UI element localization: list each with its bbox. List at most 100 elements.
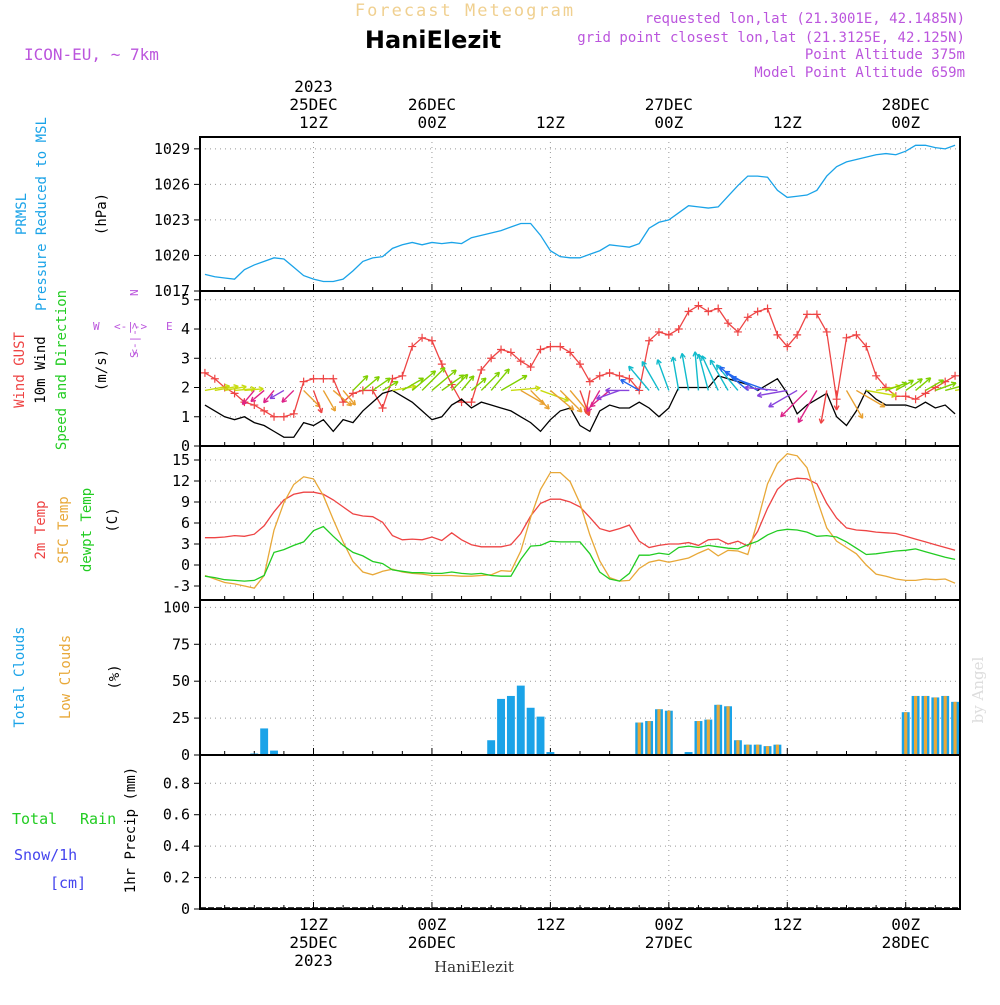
temp-sfc-label: SFC Temp <box>56 496 72 563</box>
wind-arrow-head <box>963 383 968 388</box>
wind-arrow <box>501 376 527 391</box>
cloud-panel-labels: Total Clouds Low Clouds (%) <box>12 626 123 727</box>
bottom-time-label: 26DEC <box>408 933 456 952</box>
gust-marker <box>714 305 722 313</box>
total-cloud-bar <box>527 708 535 754</box>
precip-unit: 1hr Precip (mm) <box>123 767 139 893</box>
gust-marker <box>921 389 929 397</box>
low-cloud-bar <box>934 697 937 754</box>
bottom-time-label: 00Z <box>417 915 446 934</box>
wind-arrow <box>757 390 787 395</box>
y-tick-label: 0 <box>181 900 190 918</box>
wind-arrow-head <box>974 385 979 390</box>
wind-unit: (m/s) <box>94 349 110 391</box>
y-tick-label: 9 <box>181 493 190 511</box>
cloud-unit: (%) <box>107 664 123 689</box>
total-cloud-bar <box>260 728 268 754</box>
wind-arrow <box>541 390 569 400</box>
gust-marker <box>527 363 535 371</box>
watermark: by Angel <box>969 656 987 723</box>
precip-panel-labels: Total Rain Snow/1h [cm] 1hr Precip (mm) <box>12 767 139 893</box>
gust-marker <box>438 360 446 368</box>
y-tick-label: 4 <box>181 320 190 338</box>
wind-dir-label: Speed and Direction <box>54 290 70 450</box>
rain-total-label: Total <box>12 810 57 828</box>
y-tick-label: 3 <box>181 535 190 553</box>
bottom-time-label: 12Z <box>773 915 802 934</box>
y-tick-label: 75 <box>172 635 190 653</box>
temp-unit: (C) <box>105 507 121 532</box>
temp-2m-label: 2m Temp <box>33 500 49 559</box>
precipitation-panel: 00.20.40.60.8 <box>163 755 960 918</box>
top-time-label: 12Z <box>299 113 328 132</box>
gust-marker <box>300 378 308 386</box>
point-altitude: Point Altitude 375m <box>805 47 965 63</box>
gust-marker <box>329 375 337 383</box>
snow-cm-label: [cm] <box>50 874 86 892</box>
y-tick-label: 6 <box>181 514 190 532</box>
gust-marker <box>250 401 258 409</box>
top-time-label: 00Z <box>891 113 920 132</box>
pressure-content <box>205 145 955 281</box>
compass-e: E <box>166 320 173 333</box>
gust-marker <box>379 404 387 412</box>
low-cloud-bar <box>924 696 927 754</box>
top-time-label: 00Z <box>417 113 446 132</box>
y-tick-label: 0 <box>181 746 190 764</box>
gust-marker <box>606 369 614 377</box>
top-time-label: 12Z <box>536 113 565 132</box>
series-line-sfc-temp <box>205 454 955 588</box>
low-cloud-bar <box>776 745 779 754</box>
model-label: ICON-EU, ~ 7km <box>24 45 159 64</box>
wind-arrow <box>590 390 609 406</box>
top-title: Forecast Meteogram <box>355 1 575 21</box>
top-time-label: 25DEC <box>289 95 337 114</box>
requested-lonlat: requested lon,lat (21.3001E, 42.1485N) <box>645 11 965 27</box>
grid-point-lonlat: grid point closest lon,lat (21.3125E, 42… <box>577 30 965 46</box>
total-cloud-bar <box>487 740 495 754</box>
temperature-content <box>205 454 955 588</box>
y-tick-label: 50 <box>172 672 190 690</box>
y-tick-label: 3 <box>181 349 190 367</box>
bottom-time-label: 28DEC <box>882 933 930 952</box>
total-clouds-label: Total Clouds <box>12 626 28 727</box>
y-tick-label: 2 <box>181 379 190 397</box>
gust-marker <box>398 372 406 380</box>
top-time-label: 26DEC <box>408 95 456 114</box>
low-cloud-bar <box>766 746 769 754</box>
gust-marker <box>694 302 702 310</box>
y-tick-label: 1026 <box>154 175 190 193</box>
y-tick-label: 0.2 <box>163 869 190 887</box>
low-cloud-bar <box>953 702 956 754</box>
gust-marker <box>537 345 545 353</box>
gust-marker <box>201 369 209 377</box>
location-title: HaniElezit <box>365 26 501 54</box>
pressure-unit: (hPa) <box>94 193 110 235</box>
total-cloud-bar <box>497 699 505 754</box>
low-cloud-bar <box>756 745 759 754</box>
gust-marker <box>665 331 673 339</box>
compass-s: S <box>128 351 141 358</box>
pressure-label-prmsl: PRMSL <box>14 193 30 235</box>
clouds-frame <box>200 600 960 755</box>
gust-marker <box>813 310 821 318</box>
total-cloud-bar <box>517 686 525 754</box>
low-cloud-bar <box>904 712 907 754</box>
panels: 10171020102310261029012345-3036912150255… <box>154 137 979 918</box>
low-cloud-bar <box>746 745 749 754</box>
total-cloud-bar <box>270 751 278 754</box>
pressure-label-desc: Pressure Reduced to MSL <box>34 117 50 311</box>
gust-marker <box>428 337 436 345</box>
y-tick-label: 1 <box>181 408 190 426</box>
low-cloud-bar <box>697 721 700 754</box>
y-tick-label: 0.8 <box>163 774 190 792</box>
compass-ns: <-|-> <box>128 322 141 355</box>
temp-panel-labels: 2m Temp SFC Temp dewpt Temp (C) <box>33 488 121 572</box>
low-cloud-bar <box>736 740 739 754</box>
gust-marker <box>596 372 604 380</box>
gust-marker <box>823 328 831 336</box>
y-tick-label: 100 <box>163 598 190 616</box>
low-cloud-bar <box>944 696 947 754</box>
